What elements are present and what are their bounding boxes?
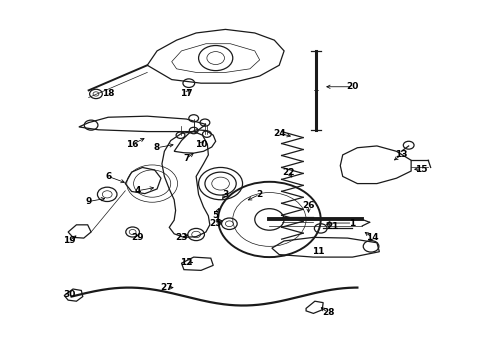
Text: 10: 10: [195, 140, 207, 149]
Text: 12: 12: [180, 258, 193, 267]
Text: 18: 18: [102, 89, 115, 98]
Text: 17: 17: [180, 89, 193, 98]
Text: 13: 13: [395, 150, 408, 159]
Text: 25: 25: [209, 219, 222, 228]
Text: 14: 14: [366, 233, 378, 242]
Text: 27: 27: [161, 283, 173, 292]
Text: 28: 28: [322, 308, 334, 317]
Text: 9: 9: [85, 197, 92, 206]
Text: 11: 11: [312, 247, 324, 256]
Text: 29: 29: [131, 233, 144, 242]
Text: 20: 20: [346, 82, 359, 91]
Text: 3: 3: [222, 190, 228, 199]
Text: 4: 4: [134, 186, 141, 195]
Text: 24: 24: [273, 129, 286, 138]
Text: 1: 1: [349, 219, 356, 228]
Text: 22: 22: [283, 168, 295, 177]
Text: 5: 5: [213, 211, 219, 220]
Text: 7: 7: [183, 154, 190, 163]
Text: 15: 15: [415, 165, 427, 174]
Text: 6: 6: [105, 172, 111, 181]
Text: 16: 16: [126, 140, 139, 149]
Text: 8: 8: [154, 143, 160, 152]
Text: 30: 30: [63, 290, 75, 299]
Text: 2: 2: [257, 190, 263, 199]
Text: 26: 26: [302, 201, 315, 210]
Text: 21: 21: [327, 222, 339, 231]
Text: 19: 19: [63, 237, 75, 246]
Text: 23: 23: [175, 233, 188, 242]
